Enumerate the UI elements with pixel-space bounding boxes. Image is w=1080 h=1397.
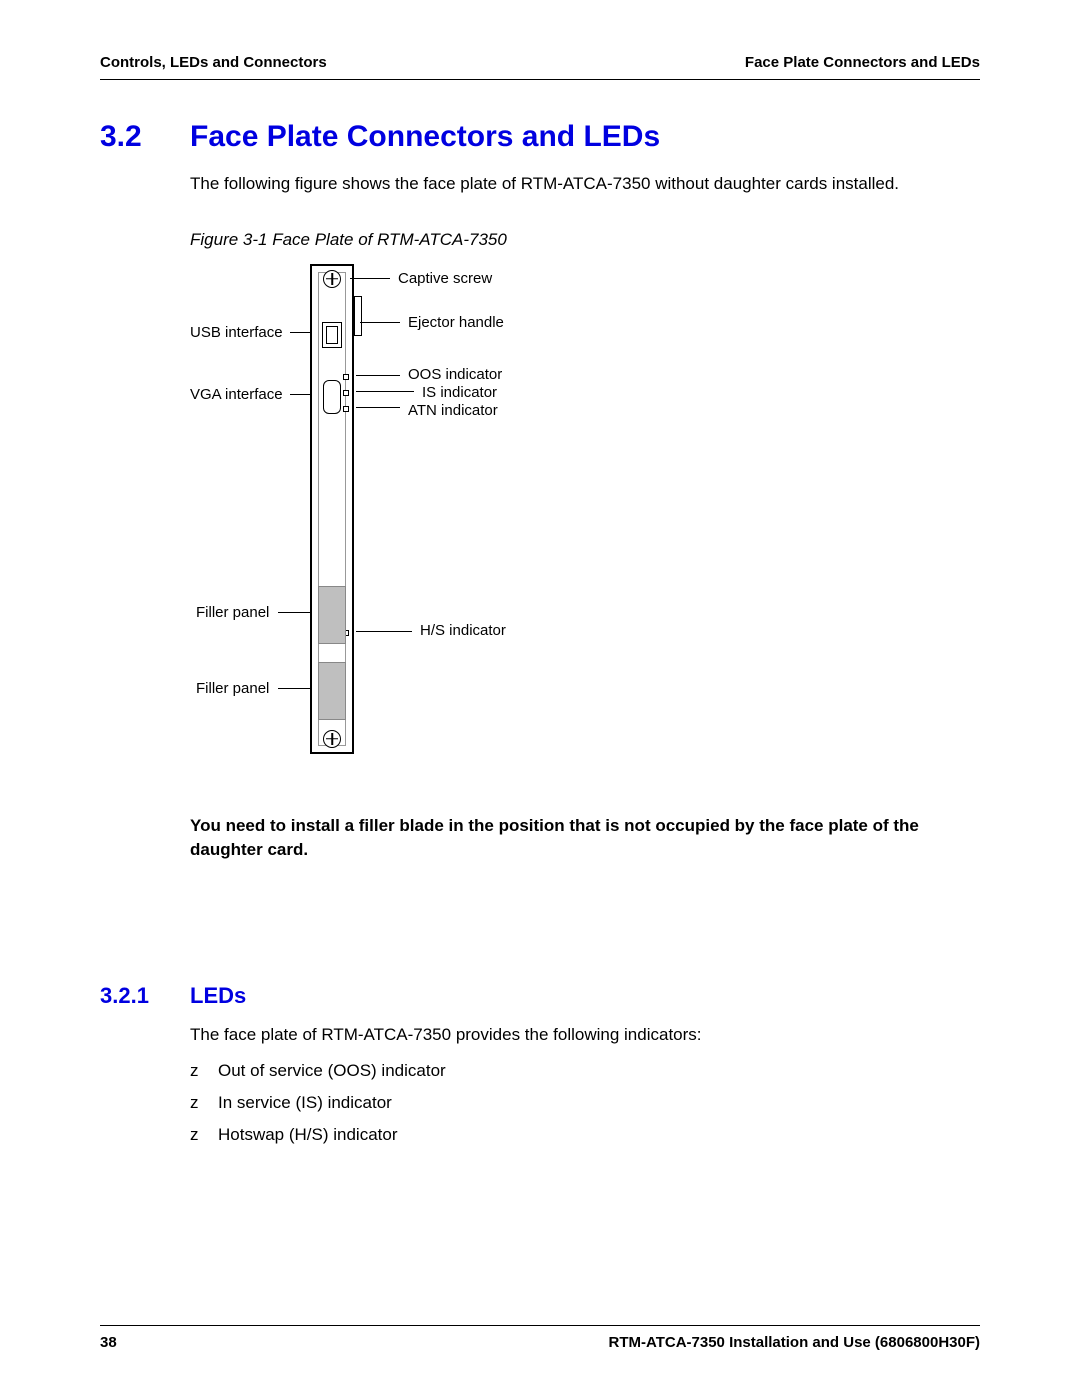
captive-screw-top-icon (323, 270, 341, 288)
leader-line (290, 394, 312, 395)
page-number: 38 (100, 1334, 117, 1351)
subsection-heading: 3.2.1 LEDs (100, 983, 980, 1009)
note-paragraph: You need to install a filler blade in th… (190, 814, 980, 863)
leader-line (360, 322, 400, 323)
bullet-marker: z (190, 1061, 218, 1081)
filler-panel-upper-icon (318, 586, 346, 644)
leader-line (278, 612, 312, 613)
list-item: z In service (IS) indicator (190, 1093, 980, 1113)
label-vga: VGA interface (190, 386, 283, 403)
leader-line (356, 391, 414, 392)
label-usb: USB interface (190, 324, 283, 341)
list-item-text: Hotswap (H/S) indicator (218, 1125, 398, 1145)
subsection-number: 3.2.1 (100, 983, 162, 1009)
subsection-title: LEDs (190, 983, 246, 1009)
ejector-handle-icon (354, 296, 362, 336)
label-filler-1: Filler panel (196, 604, 269, 621)
running-footer: 38 RTM-ATCA-7350 Installation and Use (6… (100, 1325, 980, 1351)
label-hs: H/S indicator (420, 622, 506, 639)
list-item-text: Out of service (OOS) indicator (218, 1061, 446, 1081)
intro-paragraph: The following figure shows the face plat… (190, 172, 980, 196)
leds-intro: The face plate of RTM-ATCA-7350 provides… (190, 1025, 980, 1045)
page: Controls, LEDs and Connectors Face Plate… (0, 0, 1080, 1397)
face-plate (310, 264, 354, 754)
header-left: Controls, LEDs and Connectors (100, 54, 327, 71)
atn-led-icon (343, 406, 349, 412)
label-captive-screw: Captive screw (398, 270, 492, 287)
figure-diagram: Captive screw USB interface Ejector hand… (190, 264, 610, 784)
label-oos: OOS indicator (408, 366, 502, 383)
section-number: 3.2 (100, 120, 162, 154)
leader-line (278, 688, 312, 689)
footer-doc-title: RTM-ATCA-7350 Installation and Use (6806… (609, 1334, 981, 1351)
indicator-list: z Out of service (OOS) indicator z In se… (190, 1061, 980, 1145)
leader-line (350, 278, 390, 279)
bullet-marker: z (190, 1125, 218, 1145)
section-heading: 3.2 Face Plate Connectors and LEDs (100, 120, 980, 154)
label-atn: ATN indicator (408, 402, 498, 419)
filler-panel-lower-icon (318, 662, 346, 720)
section-title: Face Plate Connectors and LEDs (190, 120, 660, 154)
label-filler-2: Filler panel (196, 680, 269, 697)
bullet-marker: z (190, 1093, 218, 1113)
running-header: Controls, LEDs and Connectors Face Plate… (100, 54, 980, 80)
usb-port-icon (322, 322, 342, 348)
subsection-body: The face plate of RTM-ATCA-7350 provides… (190, 1025, 980, 1145)
figure-caption: Figure 3-1 Face Plate of RTM-ATCA-7350 (190, 230, 980, 250)
label-is: IS indicator (422, 384, 497, 401)
leader-line (290, 332, 310, 333)
leader-line (356, 407, 400, 408)
captive-screw-bottom-icon (323, 730, 341, 748)
leader-line (356, 631, 412, 632)
list-item: z Out of service (OOS) indicator (190, 1061, 980, 1081)
label-ejector: Ejector handle (408, 314, 504, 331)
oos-led-icon (343, 374, 349, 380)
section-body: The following figure shows the face plat… (190, 172, 980, 863)
header-right: Face Plate Connectors and LEDs (745, 54, 980, 71)
vga-port-icon (323, 380, 341, 414)
list-item: z Hotswap (H/S) indicator (190, 1125, 980, 1145)
leader-line (356, 375, 400, 376)
is-led-icon (343, 390, 349, 396)
list-item-text: In service (IS) indicator (218, 1093, 392, 1113)
